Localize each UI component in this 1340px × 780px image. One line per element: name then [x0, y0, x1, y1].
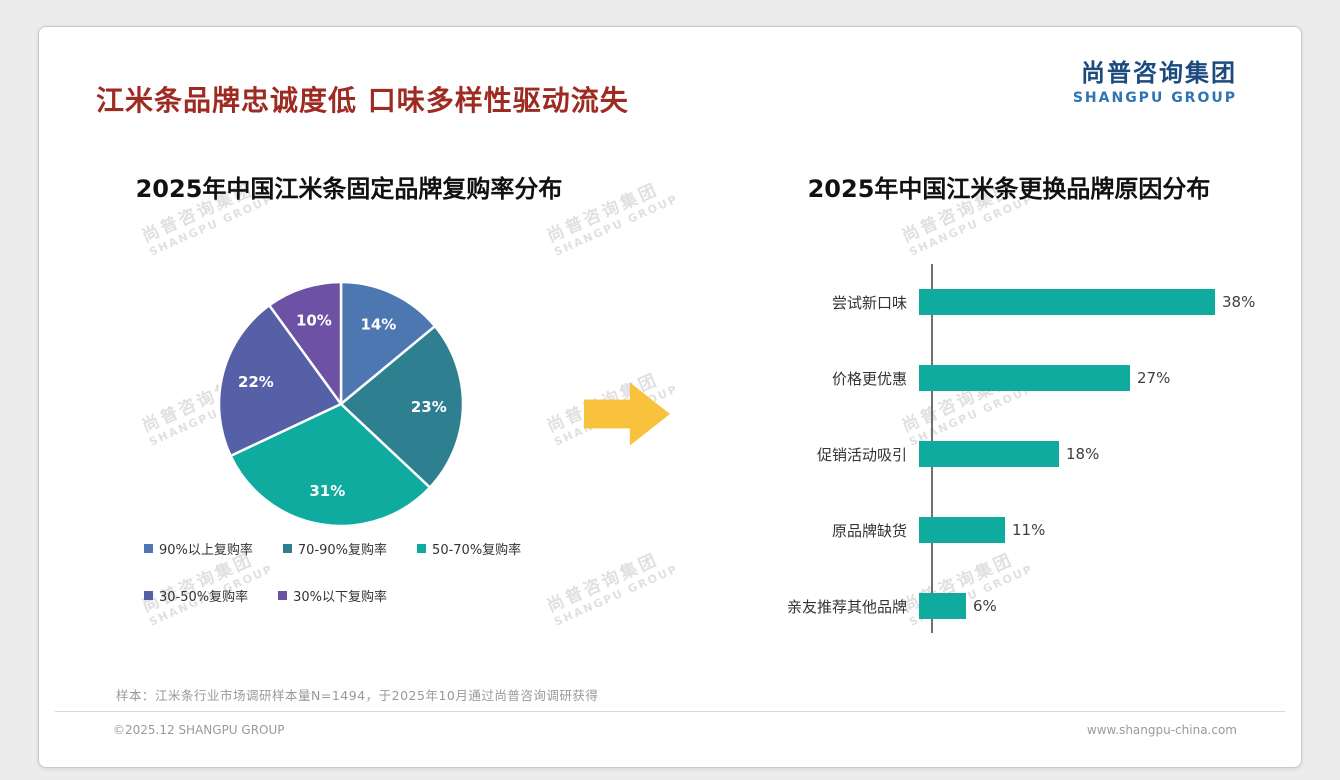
legend-label: 70-90%复购率	[297, 543, 388, 558]
pie-slice-2	[229, 402, 432, 528]
bar-category-label: 亲友推荐其他品牌	[786, 597, 907, 616]
pie-value-label: 22%	[238, 373, 274, 391]
bar-row: 促销活动吸引 18%	[739, 441, 1289, 467]
pie-chart-title: 2025年中国江米条固定品牌复购率分布	[135, 175, 563, 203]
slide-card: 尚普咨询集团 SHANGPU GROUP 尚普咨询集团 SHANGPU GROUP 尚普…	[38, 26, 1302, 768]
bar-value-label: 38%	[1222, 293, 1256, 311]
bar-track: 38%	[919, 289, 1289, 315]
bar-category-label: 尝试新口味	[831, 293, 907, 312]
slide-content: 江米条品牌忠诚度低 口味多样性驱动流失 尚普咨询集团 SHANGPU GROUP…	[39, 27, 1301, 767]
legend-swatch-icon	[144, 544, 153, 553]
pie-value-label: 14%	[360, 316, 396, 334]
legend-swatch-icon	[278, 591, 288, 600]
bar-row: 价格更优惠 27%	[739, 365, 1289, 391]
bar-category-label: 价格更优惠	[831, 369, 907, 388]
arrow-right-shape	[584, 382, 670, 446]
pie-slice-0	[339, 280, 437, 406]
pie-value-label: 31%	[309, 482, 345, 500]
bar-value-label: 6%	[973, 597, 997, 615]
footer-bar: ©2025.12 SHANGPU GROUP www.shangpu-china…	[55, 711, 1285, 737]
pie-value-label: 10%	[296, 312, 332, 330]
legend-label: 30%以下复购率	[293, 590, 388, 605]
bar-track: 27%	[919, 365, 1289, 391]
bar	[919, 365, 1130, 391]
bar-chart: 尝试新口味 38% 价格更优惠 27% 促销活动吸引 18% 原品牌缺货 11% 亲友推荐其他品…	[739, 255, 1289, 669]
logo-text-cn: 尚普咨询集团	[1081, 59, 1237, 87]
legend-item: 50-70%复购率	[417, 539, 521, 558]
bar-value-label: 11%	[1012, 521, 1046, 539]
bar-chart-title: 2025年中国江米条更换品牌原因分布	[807, 175, 1211, 203]
sample-note: 样本：江米条行业市场调研样本量N=1494，于2025年10月通过尚普咨询调研获…	[116, 688, 599, 703]
legend-swatch-icon	[144, 591, 153, 600]
legend-item: 70-90%复购率	[282, 539, 388, 558]
company-logo: 尚普咨询集团 SHANGPU GROUP	[1073, 53, 1237, 106]
copyright-text: ©2025.12 SHANGPU GROUP	[113, 723, 285, 737]
bar-track: 18%	[919, 441, 1289, 467]
logo-text-en: SHANGPU GROUP	[1072, 90, 1237, 106]
bar-category-label: 原品牌缺货	[831, 521, 907, 540]
pie-chart: 14% 23% 31% 22% 10%	[217, 280, 465, 528]
pie-slice-4	[268, 280, 343, 406]
pie-slice-1	[339, 324, 465, 489]
legend-row: 30-50%复购率 30%以下复购率	[144, 586, 614, 605]
bar	[919, 289, 1215, 315]
legend-item: 30-50%复购率	[144, 586, 248, 605]
bar	[919, 441, 1059, 467]
bar	[919, 593, 966, 619]
legend-item: 30%以下复购率	[278, 586, 387, 605]
bar-value-label: 27%	[1137, 369, 1171, 387]
legend-item: 90%以上复购率	[144, 539, 253, 558]
legend-label: 30-50%复购率	[159, 590, 249, 605]
bar-track: 11%	[919, 517, 1289, 543]
pie-legend: 90%以上复购率 70-90%复购率 50-70%复购率 30-50%复购率 30%以下…	[144, 539, 614, 633]
bar-row: 亲友推荐其他品牌 6%	[739, 593, 1289, 619]
legend-label: 50-70%复购率	[432, 543, 522, 558]
website-link: www.shangpu-china.com	[1086, 723, 1237, 737]
legend-swatch-icon	[417, 544, 427, 553]
bar-value-label: 18%	[1066, 445, 1100, 463]
legend-swatch-icon	[282, 544, 292, 553]
legend-label: 90%以上复购率	[159, 543, 253, 558]
bar-category-label: 促销活动吸引	[816, 445, 907, 464]
legend-row: 90%以上复购率 70-90%复购率 50-70%复购率	[144, 539, 614, 558]
pie-slice-3	[217, 304, 343, 458]
bar-track: 6%	[919, 593, 1289, 619]
bar-row: 尝试新口味 38%	[739, 289, 1289, 315]
bar-row: 原品牌缺货 11%	[739, 517, 1289, 543]
pie-value-label: 23%	[411, 398, 447, 416]
bar	[919, 517, 1005, 543]
page-title: 江米条品牌忠诚度低 口味多样性驱动流失	[96, 84, 629, 117]
arrow-right-icon	[584, 382, 670, 446]
